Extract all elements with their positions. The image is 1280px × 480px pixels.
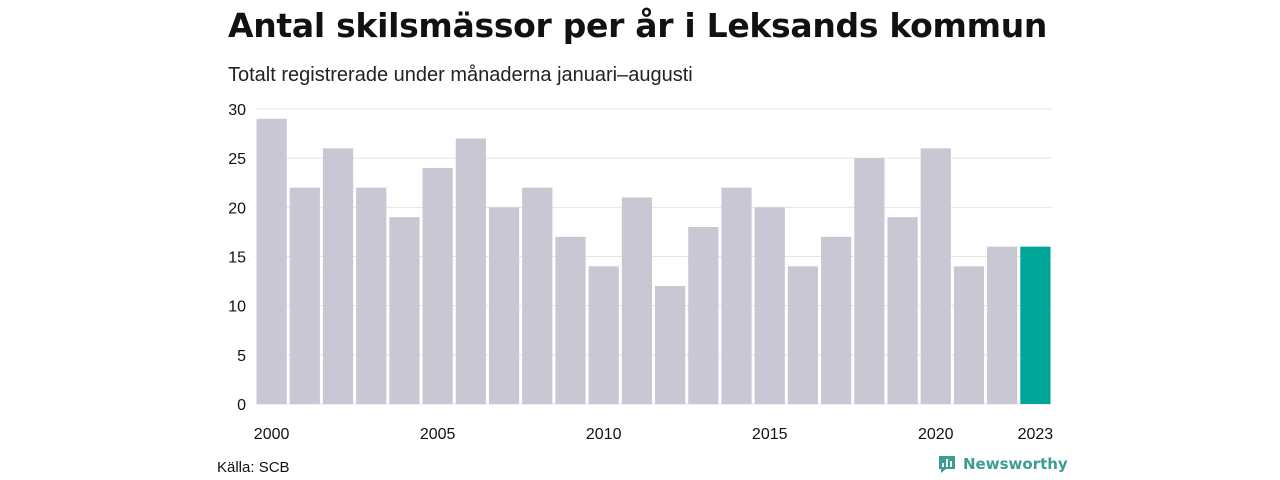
- bar-2014: [721, 187, 752, 404]
- bar-2013: [688, 227, 719, 404]
- x-tick-label: 2015: [752, 426, 788, 443]
- bar-2018: [854, 158, 885, 404]
- grid: [255, 108, 1052, 405]
- newsworthy-logo-icon: [939, 456, 955, 473]
- bar-chart: 0 5 10 15 20 25 30 2000 2005 2010 2015 2020 2023: [228, 102, 1053, 443]
- x-tick-label: 2005: [420, 426, 456, 443]
- y-tick-label: 15: [228, 250, 246, 267]
- bar-2020: [920, 148, 951, 404]
- bar-2000: [256, 118, 287, 404]
- x-tick-label: 2020: [918, 426, 954, 443]
- bar-2011: [621, 197, 652, 404]
- bar-2012: [655, 286, 686, 404]
- y-tick-label: 25: [228, 151, 246, 168]
- x-tick-label: 2000: [254, 426, 290, 443]
- bar-2010: [588, 266, 619, 404]
- chart-subtitle: Totalt registrerade under månaderna janu…: [228, 64, 693, 86]
- bar-2005: [422, 168, 453, 404]
- x-axis: 2000 2005 2010 2015 2020 2023: [254, 426, 1053, 443]
- bar-2017: [821, 236, 852, 404]
- bar-2007: [488, 207, 520, 404]
- bar-2002: [322, 148, 354, 404]
- bar-2019: [887, 217, 918, 404]
- y-tick-label: 5: [237, 348, 246, 365]
- source-note: Källa: SCB: [217, 459, 290, 476]
- bars: [256, 118, 1051, 404]
- bar-2003: [356, 187, 387, 404]
- y-tick-label: 10: [228, 299, 246, 316]
- y-tick-label: 20: [228, 200, 246, 217]
- bar-2016: [787, 266, 819, 404]
- chart-title: Antal skilsmässor per år i Leksands komm…: [228, 6, 1048, 45]
- bar-2004: [389, 217, 420, 404]
- x-tick-label: 2023: [1018, 426, 1054, 443]
- brand: Newsworthy: [937, 454, 1068, 474]
- bar-2022: [987, 246, 1018, 404]
- bar-2008: [522, 187, 553, 404]
- y-axis: 0 5 10 15 20 25 30: [228, 102, 246, 414]
- bar-2006: [455, 138, 486, 404]
- bar-2015: [754, 207, 785, 404]
- brand-name: Newsworthy: [963, 455, 1068, 473]
- y-tick-label: 0: [237, 397, 246, 414]
- y-tick-label: 30: [228, 102, 246, 119]
- x-tick-label: 2010: [586, 426, 622, 443]
- bar-2009: [555, 236, 586, 404]
- bar-2023: [1020, 246, 1051, 404]
- bar-2021: [953, 266, 985, 404]
- bar-2001: [289, 187, 320, 404]
